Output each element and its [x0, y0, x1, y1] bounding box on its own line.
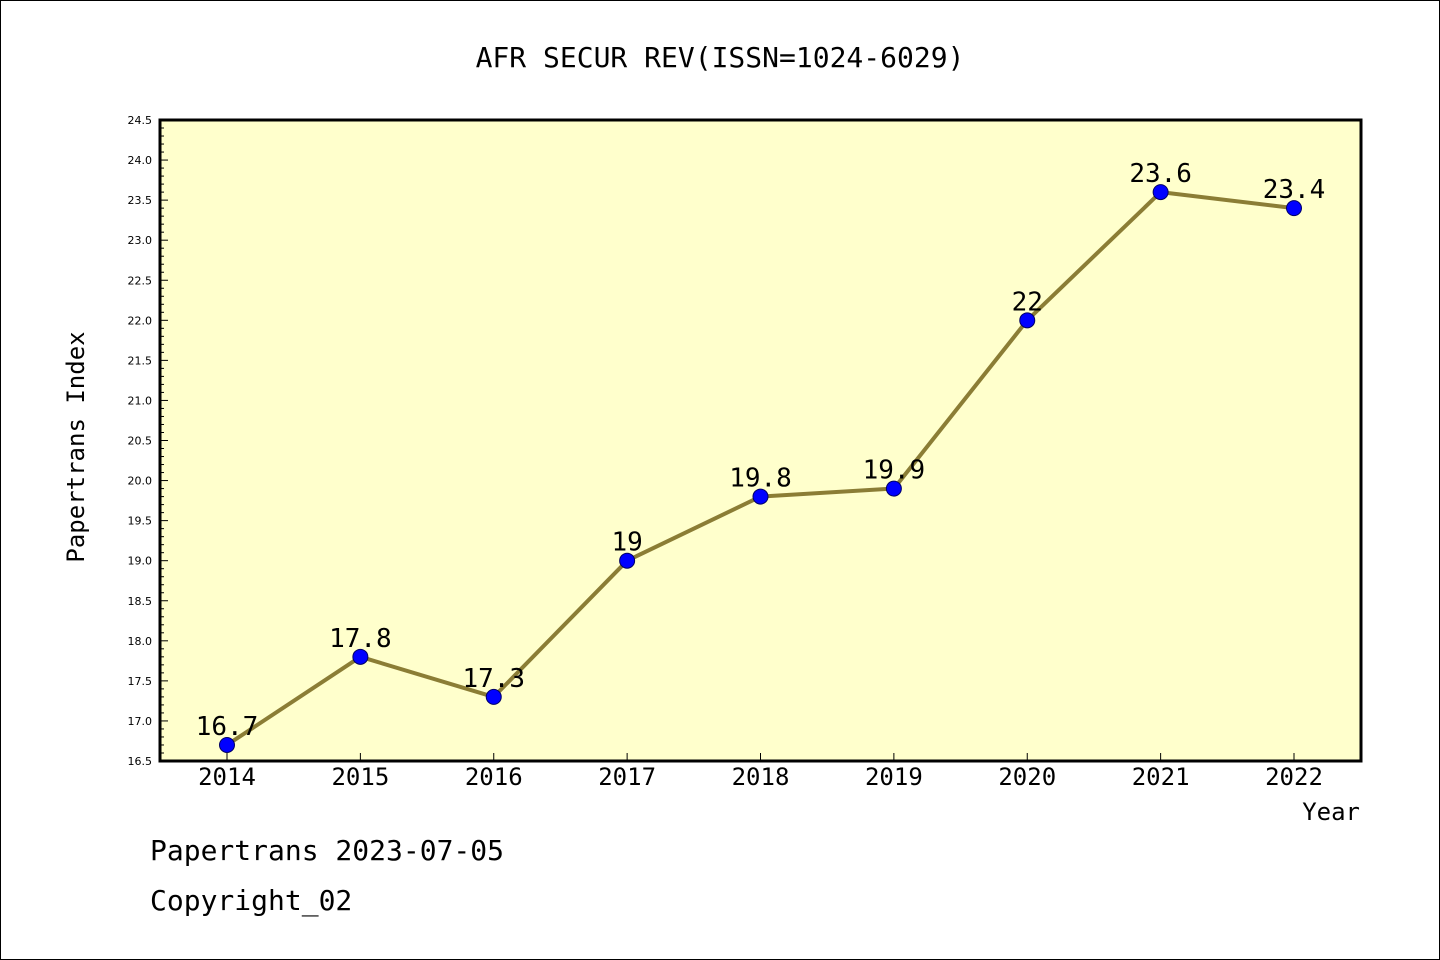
y-tick-label: 22.0 [128, 314, 153, 327]
y-tick-label: 17.0 [128, 715, 153, 728]
data-value-label: 22 [1012, 287, 1043, 317]
x-axis-label: Year [1302, 798, 1360, 826]
data-point-marker [352, 648, 369, 665]
y-tick-label: 23.5 [128, 194, 153, 207]
y-tick-label: 19.5 [128, 515, 153, 528]
data-point-marker [1286, 200, 1302, 217]
data-value-label: 16.7 [196, 712, 259, 742]
y-axis: 16.5 17.0 17.5 18.0 18.5 19.0 19.5 20.0 20.5 21.0… [128, 114, 168, 768]
y-tick-label: 16.5 [128, 755, 153, 768]
y-tick-label: 21.5 [128, 354, 153, 367]
y-tick-label: 21.0 [128, 394, 153, 407]
chart-title: AFR SECUR REV(ISSN=1024-6029) [476, 41, 965, 74]
x-tick-label: 2020 [998, 763, 1056, 791]
y-axis-label: Papertrans Index [62, 331, 90, 562]
data-value-label: 19 [611, 528, 642, 558]
footer-copyright-text: Copyright_02 [150, 884, 353, 917]
data-value-label: 17.3 [462, 664, 525, 694]
y-tick-label: 24.0 [128, 154, 153, 167]
y-tick-label: 18.5 [128, 595, 153, 608]
data-point-marker [752, 488, 769, 505]
data-value-label: 23.4 [1263, 175, 1326, 205]
y-tick-label: 23.0 [128, 234, 153, 247]
data-point-marker [619, 552, 636, 569]
x-axis: 2014 2015 2016 2017 2018 2019 2020 2021 2022 [198, 753, 1323, 791]
data-value-label: 19.8 [729, 464, 792, 494]
data-value-label: 17.8 [329, 624, 392, 654]
y-tick-label: 20.5 [128, 435, 153, 448]
x-tick-label: 2017 [598, 763, 656, 791]
x-tick-label: 2021 [1132, 763, 1190, 791]
y-tick-label: 24.5 [128, 114, 153, 127]
data-point-marker [1019, 312, 1036, 329]
y-tick-label: 17.5 [128, 675, 153, 688]
data-value-label: 23.6 [1129, 159, 1192, 189]
y-tick-label: 19.0 [128, 555, 153, 568]
series-layer: 16.7 17.8 17.3 19 19.8 19.9 22 23.6 23.4 [196, 159, 1326, 753]
x-tick-label: 2016 [465, 763, 523, 791]
y-tick-label: 22.5 [128, 274, 153, 287]
data-value-label: 19.9 [863, 456, 926, 486]
x-tick-label: 2018 [732, 763, 790, 791]
x-tick-label: 2022 [1265, 763, 1323, 791]
data-point-marker [485, 688, 502, 705]
data-point-marker [1152, 184, 1169, 201]
y-tick-label: 20.0 [128, 475, 153, 488]
data-point-marker [885, 480, 902, 497]
data-point-marker [219, 736, 235, 753]
x-tick-label: 2015 [331, 763, 389, 791]
x-tick-label: 2014 [198, 763, 256, 791]
x-tick-label: 2019 [865, 763, 923, 791]
y-tick-label: 18.0 [128, 635, 153, 648]
footer-date-text: Papertrans 2023-07-05 [150, 834, 505, 867]
plot-area [158, 118, 1363, 763]
